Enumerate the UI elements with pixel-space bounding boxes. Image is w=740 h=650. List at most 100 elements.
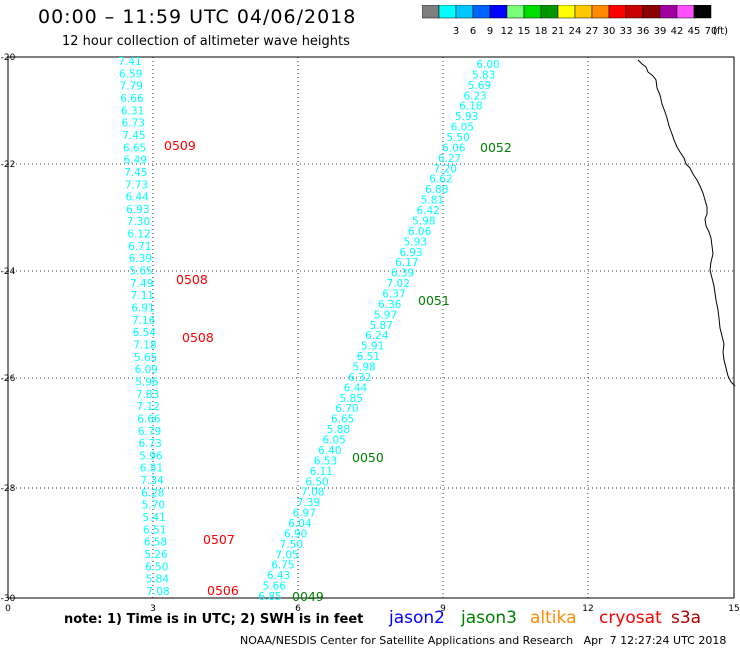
swh-value-label: 7.50 [280, 539, 303, 551]
time-label: 0052 [480, 140, 512, 155]
swh-value-label: 5.83 [472, 69, 495, 81]
swh-value-label: 5.91 [361, 341, 384, 353]
scale-label: 33 [620, 26, 633, 37]
swh-value-label: 7.16 [132, 315, 156, 327]
map-title: 00:00 – 11:59 UTC 04/06/2018 [38, 6, 357, 28]
scale-label: 24 [569, 26, 582, 37]
swh-value-label: 6.66 [137, 413, 161, 425]
swh-value-label: 6.44 [344, 382, 368, 394]
note-text: note: 1) Time is in UTC; 2) SWH is in fe… [64, 612, 364, 627]
scale-label: 18 [535, 26, 548, 37]
lon-tick-label: 0 [5, 604, 11, 614]
swh-value-label: 6.90 [284, 528, 307, 540]
scale-label: 39 [654, 26, 667, 37]
swh-value-label: 5.93 [404, 236, 427, 248]
lon-tick-label: 9 [440, 604, 446, 614]
swh-value-label: 6.50 [145, 561, 168, 573]
scale-label: 21 [552, 26, 565, 37]
swh-value-label: 6.73 [122, 118, 145, 130]
swh-value-label: 5.41 [142, 512, 165, 524]
swh-value-label: 6.04 [288, 518, 312, 530]
swh-value-label: 7.30 [127, 216, 150, 228]
swh-value-label: 6.39 [129, 253, 152, 265]
legend-jason3: jason3 [461, 608, 517, 628]
scale-label: 9 [487, 26, 493, 37]
swh-value-label: 6.66 [120, 93, 144, 105]
lat-tick-label: -22 [1, 160, 16, 170]
swh-value-label: 7.73 [125, 179, 148, 191]
swh-value-label: 6.00 [476, 59, 499, 71]
swh-value-label: 7.11 [131, 290, 154, 302]
swh-value-label: 6.09 [135, 364, 158, 376]
swh-value-label: 5.96 [135, 376, 159, 388]
map-grid: 0 3 6 9 12 15 -20 -22 -24 -26 -28 -30 [1, 53, 740, 614]
swh-value-label: 5.69 [468, 80, 491, 92]
scale-label: 36 [637, 26, 650, 37]
lon-tick-label: 12 [582, 604, 593, 614]
lon-tick-label: 15 [728, 604, 739, 614]
swh-value-label: 7.18 [133, 339, 156, 351]
swh-value-label: 6.70 [335, 403, 358, 415]
swh-value-label: 7.41 [118, 56, 141, 68]
swh-value-label: 6.51 [357, 351, 380, 363]
lon-tick-label: 3 [150, 604, 156, 614]
swh-value-label: 7.45 [122, 130, 145, 142]
swh-value-label: 5.84 [146, 574, 170, 586]
legend-s3a: s3a [671, 608, 702, 628]
swh-value-label: 6.49 [124, 155, 147, 167]
swh-value-label: 6.42 [416, 205, 439, 217]
time-label: 0508 [182, 330, 214, 345]
map-frame [7, 56, 735, 599]
swh-value-label: 6.58 [144, 537, 167, 549]
swh-value-label: 6.65 [123, 142, 146, 154]
swh-value-label: 5.26 [144, 549, 168, 561]
swh-value-label: 6.51 [143, 524, 166, 536]
wave-height-color-scale: 3 6 9 12 15 18 21 24 27 30 33 36 39 42 45 70(ft) [422, 5, 728, 37]
altimeter-track-b: 6.005.835.696.236.185.936.055.506.066.27… [258, 59, 512, 604]
swh-value-label: 5.65 [134, 352, 157, 364]
swh-value-label: 5.93 [455, 111, 478, 123]
swh-value-label: 6.44 [125, 192, 149, 204]
swh-value-label: 6.93 [126, 204, 149, 216]
swh-value-label: 7.45 [124, 167, 147, 179]
swh-value-label: 6.18 [459, 101, 482, 113]
swh-value-label: 5.98 [352, 362, 375, 374]
swh-value-label: 5.97 [374, 309, 397, 321]
swh-value-label: 7.79 [120, 81, 143, 93]
swh-value-label: 7.08 [146, 586, 169, 598]
lat-tick-label: -20 [1, 53, 16, 63]
swh-value-label: 6.39 [391, 268, 414, 280]
map-subtitle: 12 hour collection of altimeter wave hei… [62, 34, 350, 49]
swh-value-label: 6.12 [127, 229, 150, 241]
swh-value-label: 6.50 [305, 476, 328, 488]
scale-label: 30 [603, 26, 616, 37]
swh-value-label: 6.37 [382, 288, 405, 300]
swh-value-label: 6.53 [314, 455, 337, 467]
swh-value-label: 7.20 [434, 163, 457, 175]
swh-value-label: 6.31 [121, 105, 144, 117]
swh-value-label: 6.36 [378, 299, 402, 311]
swh-value-label: 5.81 [421, 195, 444, 207]
time-label: 0050 [352, 450, 384, 465]
legend-cryosat: cryosat [599, 608, 662, 628]
swh-value-label: 5.70 [142, 500, 165, 512]
swh-value-label: 6.24 [365, 330, 389, 342]
swh-value-label: 6.23 [463, 90, 486, 102]
swh-value-label: 6.11 [310, 466, 333, 478]
swh-value-label: 6.88 [425, 184, 448, 196]
time-label: 0509 [164, 138, 196, 153]
swh-value-label: 5.66 [263, 581, 287, 593]
swh-value-label: 6.62 [429, 174, 452, 186]
time-label: 0049 [292, 589, 324, 604]
time-label: 0508 [176, 272, 208, 287]
legend-jason2: jason2 [389, 608, 445, 628]
swh-value-label: 6.28 [141, 487, 164, 499]
swh-value-label: 5.85 [340, 393, 363, 405]
swh-value-label: 7.12 [137, 401, 160, 413]
time-label: 0507 [203, 532, 235, 547]
scale-label: 45 [688, 26, 701, 37]
swh-value-label: 6.65 [331, 414, 354, 426]
lon-tick-label: 6 [295, 604, 301, 614]
swh-value-label: 6.54 [133, 327, 157, 339]
